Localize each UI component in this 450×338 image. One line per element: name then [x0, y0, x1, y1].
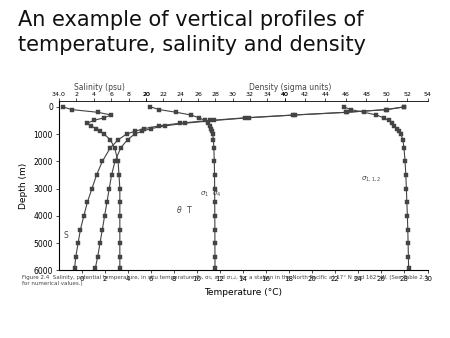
- Text: Figure 2.4  Salinity, potential temperature, in situ temperature,θ₀, σ₀, and σ₁,: Figure 2.4 Salinity, potential temperatu…: [22, 275, 428, 286]
- Text: S: S: [64, 231, 68, 240]
- Y-axis label: Depth (m): Depth (m): [19, 163, 28, 209]
- Text: $\sigma_1$  $\sigma_4$: $\sigma_1$ $\sigma_4$: [200, 189, 221, 199]
- Text: $\theta$: $\theta$: [176, 204, 183, 215]
- X-axis label: Temperature (°C): Temperature (°C): [204, 288, 282, 296]
- Text: $\sigma_{1,1,2}$: $\sigma_{1,1,2}$: [361, 173, 382, 183]
- Text: Density (sigma units): Density (sigma units): [249, 82, 332, 92]
- Text: Salinity (psu): Salinity (psu): [73, 82, 125, 92]
- Text: An example of vertical profiles of
temperature, salinity and density: An example of vertical profiles of tempe…: [18, 10, 366, 55]
- Text: T: T: [187, 206, 191, 215]
